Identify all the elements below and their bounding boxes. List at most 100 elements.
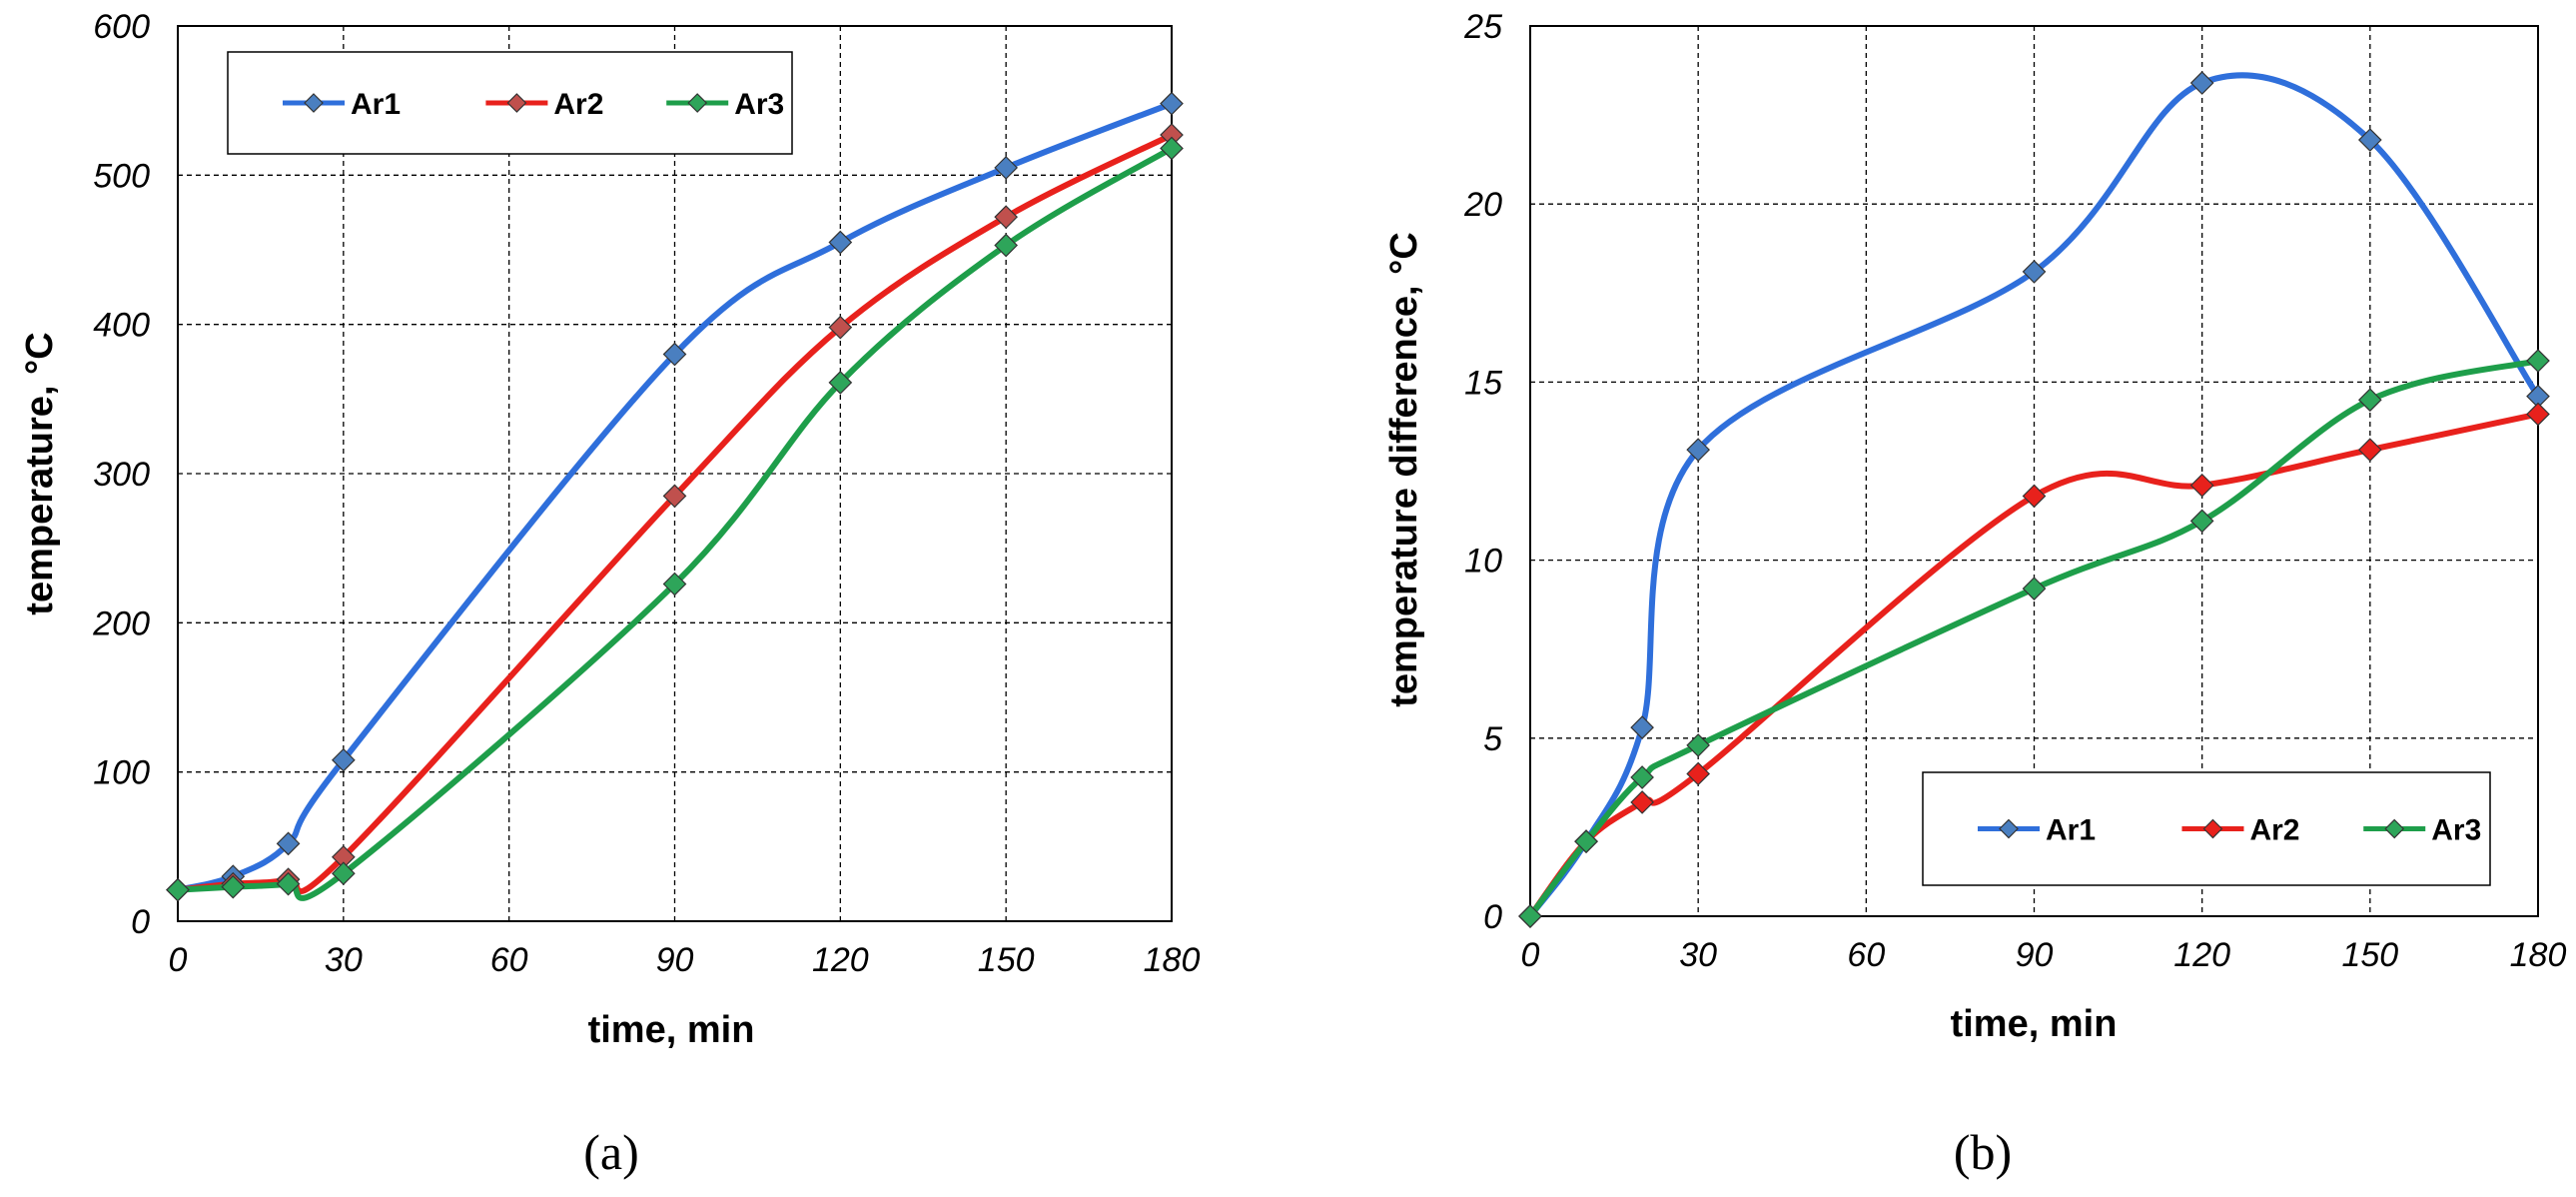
- series-ar2: [1518, 402, 2550, 928]
- legend-item-ar3: Ar3: [2363, 814, 2481, 847]
- y-tick-label: 100: [93, 754, 150, 792]
- data-point-marker: [1160, 91, 1184, 116]
- data-point-marker: [662, 342, 687, 367]
- legend-label: Ar2: [553, 88, 603, 121]
- x-axis-title: time, min: [1951, 1003, 2118, 1045]
- y-tick-label: 400: [93, 307, 150, 345]
- x-tick-label: 180: [2510, 936, 2567, 974]
- legend: Ar1 Ar2 Ar3: [227, 51, 793, 155]
- x-tick-label: 120: [812, 941, 869, 979]
- legend-marker: [2384, 818, 2405, 839]
- x-tick-label: 120: [2173, 936, 2230, 974]
- legend-marker: [687, 93, 708, 113]
- data-point-marker: [2357, 438, 2382, 462]
- legend-label: Ar2: [2249, 814, 2299, 847]
- y-tick-label: 300: [93, 456, 150, 494]
- x-tick-label: 90: [656, 941, 694, 979]
- data-point-marker: [331, 861, 356, 886]
- y-tick-label: 500: [93, 157, 150, 195]
- legend-label: Ar1: [2046, 814, 2096, 847]
- data-point-marker: [2022, 260, 2047, 284]
- data-point-marker: [331, 747, 356, 772]
- y-tick-label: 5: [1483, 720, 1502, 758]
- x-tick-label: 150: [2341, 936, 2398, 974]
- legend-label: Ar3: [2431, 814, 2481, 847]
- y-tick-label: 600: [93, 8, 150, 46]
- data-point-marker: [994, 205, 1019, 229]
- y-tick-label: 15: [1464, 364, 1502, 402]
- data-point-marker: [166, 877, 190, 902]
- x-tick-label: 30: [1679, 936, 1717, 974]
- series-line: [1527, 411, 2541, 919]
- data-point-marker: [828, 230, 853, 255]
- x-tick-label: 30: [325, 941, 363, 979]
- x-tick-label: 0: [169, 941, 188, 979]
- panel-label: (b): [1954, 1124, 2012, 1180]
- x-tick-label: 0: [1521, 936, 1540, 974]
- y-tick-label: 200: [92, 604, 150, 642]
- legend-item-ar1: Ar1: [1978, 814, 2096, 847]
- legend-label: Ar3: [734, 88, 784, 121]
- data-point-marker: [2189, 71, 2214, 95]
- x-tick-label: 90: [2016, 936, 2054, 974]
- legend-item-ar2: Ar2: [485, 88, 603, 121]
- data-point-marker: [1686, 438, 1711, 462]
- data-point-marker: [2189, 509, 2214, 534]
- legend-item-ar2: Ar2: [2181, 814, 2300, 847]
- data-point-marker: [2357, 128, 2382, 152]
- data-point-marker: [828, 371, 853, 395]
- y-tick-label: 20: [1463, 186, 1502, 224]
- plot-area-frame: [1529, 25, 2539, 917]
- y-tick-label: 10: [1464, 543, 1502, 581]
- data-point-marker: [1686, 733, 1711, 757]
- legend-label: Ar1: [351, 88, 401, 121]
- data-point-marker: [276, 831, 301, 856]
- legend-marker: [1999, 818, 2019, 839]
- legend-marker: [506, 93, 527, 113]
- series-ar3: [166, 136, 1184, 902]
- legend-marker: [304, 93, 324, 113]
- plot-area-frame: [177, 25, 1173, 922]
- x-tick-label: 60: [490, 941, 528, 979]
- data-point-marker: [2526, 402, 2550, 427]
- x-tick-label: 180: [1144, 941, 1201, 979]
- data-point-marker: [1630, 790, 1654, 814]
- chart-panel-a: 0 30 60 90 120 150 180 0 100 200 300 400 500 600 Ar1…: [19, 8, 1200, 1180]
- series-line: [175, 100, 1175, 893]
- data-point-marker: [828, 315, 853, 340]
- data-point-marker: [662, 572, 687, 597]
- data-point-marker: [2526, 349, 2550, 373]
- data-point-marker: [276, 871, 301, 896]
- data-point-marker: [1686, 761, 1711, 786]
- chart-panel-b: 0 30 60 90 120 150 180 0 5 10 15 20 25 Ar1 Ar2 Ar3 ti…: [1383, 8, 2566, 1180]
- data-point-marker: [2022, 484, 2047, 509]
- panel-label: (a): [583, 1124, 639, 1180]
- legend-item-ar1: Ar1: [283, 88, 401, 121]
- y-axis-title: temperature, °C: [19, 332, 61, 614]
- data-point-marker: [1630, 715, 1654, 739]
- legend-item-ar3: Ar3: [666, 88, 784, 121]
- x-axis-title: time, min: [588, 1009, 755, 1051]
- data-point-marker: [994, 233, 1019, 258]
- y-tick-label: 0: [131, 903, 150, 941]
- legend-marker: [2202, 818, 2223, 839]
- y-axis-title: temperature difference, °C: [1383, 232, 1425, 707]
- data-point-marker: [1574, 829, 1598, 854]
- legend: Ar1 Ar2 Ar3: [1922, 771, 2491, 886]
- data-point-marker: [1518, 904, 1542, 928]
- data-point-marker: [1630, 765, 1654, 789]
- x-tick-label: 60: [1847, 936, 1885, 974]
- x-tick-label: 150: [978, 941, 1035, 979]
- y-tick-label: 0: [1483, 898, 1502, 936]
- data-point-marker: [221, 874, 246, 899]
- data-point-marker: [2357, 388, 2382, 413]
- data-point-marker: [2022, 577, 2047, 600]
- data-point-marker: [662, 484, 687, 509]
- data-point-marker: [1160, 136, 1184, 161]
- data-point-marker: [2189, 473, 2214, 498]
- y-tick-label: 25: [1463, 8, 1502, 46]
- data-point-marker: [994, 156, 1019, 180]
- series-line: [1527, 358, 2541, 919]
- series-ar3: [1518, 349, 2550, 928]
